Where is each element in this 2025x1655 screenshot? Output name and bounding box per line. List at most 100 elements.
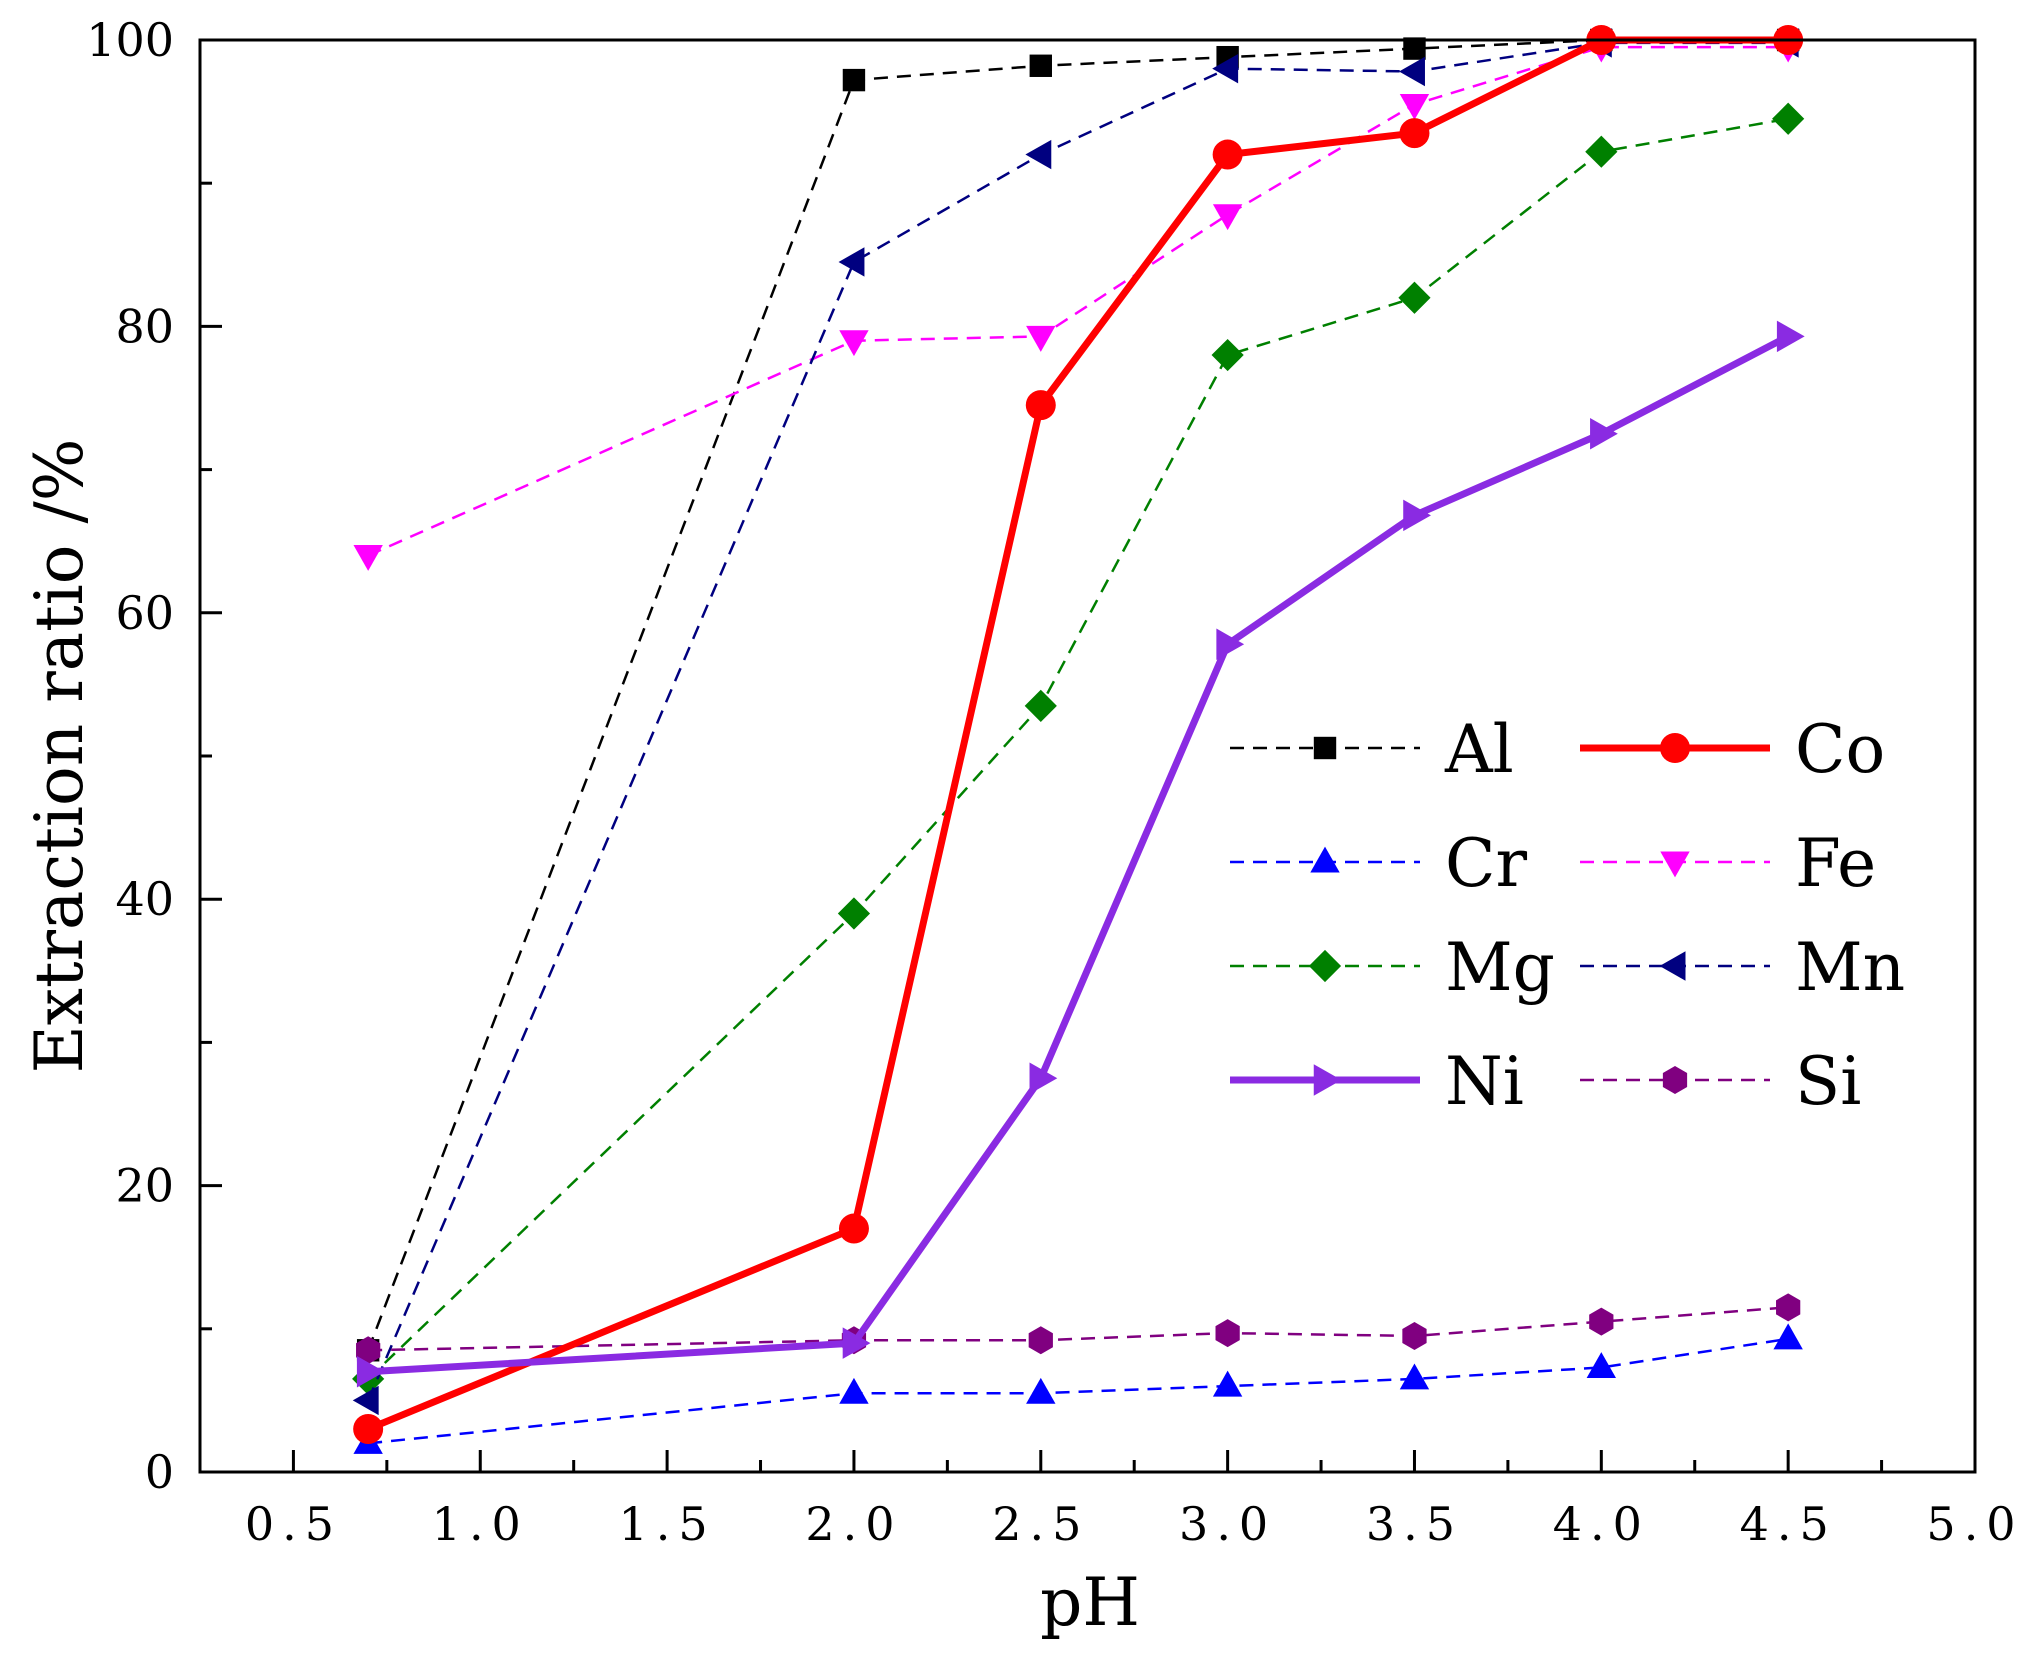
data-point-mn	[838, 247, 865, 277]
data-point-ni	[1776, 320, 1805, 353]
data-point-mg	[1211, 338, 1244, 372]
series-ni	[356, 320, 1805, 1388]
legend-item-cr: Cr	[1230, 825, 1527, 902]
x-tick-label: 2.5	[992, 1497, 1089, 1551]
legend-label-si: Si	[1795, 1043, 1861, 1120]
data-point-cr	[1399, 1363, 1430, 1390]
x-tick-label: 3.5	[1366, 1497, 1463, 1551]
data-point-co	[353, 1414, 384, 1445]
y-tick-label: 20	[115, 1159, 174, 1213]
series-mn	[352, 28, 1799, 1416]
series-si	[356, 1293, 1801, 1365]
series-layer	[352, 25, 1805, 1454]
series-line-cr	[368, 1337, 1789, 1445]
series-line-mn	[367, 41, 1789, 1401]
data-point-mg	[1585, 135, 1618, 168]
legend-marker-cr	[1310, 846, 1340, 873]
y-tick-label: 40	[115, 872, 174, 926]
data-point-co	[838, 1213, 869, 1244]
series-line-co	[366, 36, 1789, 1433]
x-tick-label: 1.0	[432, 1497, 529, 1551]
legend-marker-al	[1313, 736, 1337, 760]
legend-item-al: Al	[1230, 711, 1514, 788]
legend-item-mg: Mg	[1230, 929, 1555, 1006]
axes-layer	[198, 38, 1977, 1474]
x-tick-label: 0.5	[245, 1497, 342, 1551]
data-point-mn	[1025, 139, 1052, 170]
series-al	[356, 28, 1800, 1362]
x-tick-label: 3.0	[1179, 1497, 1276, 1551]
legend-marker-ni	[1313, 1064, 1342, 1096]
data-point-ni	[1029, 1062, 1058, 1094]
data-point-cr	[839, 1377, 869, 1404]
legend-label-ni: Ni	[1445, 1043, 1524, 1120]
data-point-mg	[1772, 102, 1805, 135]
data-point-si	[1402, 1321, 1427, 1350]
plot-frame	[198, 38, 1977, 1474]
y-tick-label: 0	[145, 1445, 174, 1499]
data-point-cr	[1212, 1370, 1243, 1397]
data-point-fe	[1399, 93, 1430, 120]
data-point-si	[1776, 1293, 1801, 1322]
data-point-ni	[842, 1327, 871, 1359]
x-tick-label: 1.5	[619, 1497, 716, 1551]
x-tick-label: 2.0	[805, 1497, 902, 1551]
series-co	[353, 25, 1804, 1445]
data-point-fe	[839, 330, 869, 357]
data-point-si	[1028, 1326, 1053, 1355]
legend-label-al: Al	[1444, 711, 1514, 788]
legend-marker-si	[1662, 1066, 1688, 1094]
legend-item-mn: Mn	[1580, 929, 1905, 1006]
data-point-al	[1029, 54, 1052, 77]
legend-marker-co	[1660, 733, 1690, 763]
legend-item-fe: Fe	[1580, 825, 1876, 902]
legend-label-fe: Fe	[1795, 825, 1876, 902]
legend-item-ni: Ni	[1230, 1043, 1524, 1120]
x-tick-label: 4.0	[1553, 1497, 1650, 1551]
data-point-mn	[352, 1385, 379, 1416]
data-point-al	[842, 68, 866, 92]
data-point-fe	[353, 545, 383, 571]
legend-label-co: Co	[1795, 711, 1885, 788]
data-point-mn	[1399, 56, 1425, 87]
y-tick-label: 100	[86, 13, 174, 67]
data-point-ni	[1590, 418, 1618, 450]
legend-marker-fe	[1660, 851, 1690, 878]
legend-marker-mg	[1308, 949, 1342, 983]
x-tick-label: 4.5	[1740, 1497, 1837, 1551]
x-tick-label: 5.0	[1926, 1497, 2023, 1551]
series-fe	[353, 36, 1803, 571]
data-point-co	[1025, 390, 1056, 421]
legend-marker-mn	[1659, 951, 1686, 981]
data-point-al	[1403, 37, 1426, 60]
data-point-co	[1399, 118, 1430, 149]
legend: Al Co Cr Fe Mg Mn Ni Si	[1230, 711, 1905, 1120]
series-line-mg	[367, 117, 1789, 1380]
y-axis-title: Extraction ratio /%	[21, 439, 98, 1074]
legend-label-cr: Cr	[1445, 825, 1527, 902]
data-point-cr	[1773, 1323, 1803, 1350]
data-point-cr	[1586, 1352, 1617, 1378]
data-point-ni	[356, 1356, 385, 1388]
x-axis-title: pH	[1040, 1564, 1140, 1641]
series-mg	[352, 102, 1805, 1396]
data-point-ni	[1216, 628, 1245, 661]
data-point-si	[1589, 1307, 1614, 1336]
series-line-al	[366, 38, 1789, 1351]
data-point-mn	[1212, 53, 1239, 84]
series-line-ni	[367, 333, 1790, 1376]
legend-label-mg: Mg	[1445, 929, 1555, 1006]
data-point-co	[1212, 139, 1243, 170]
series-cr	[353, 1323, 1803, 1454]
data-point-si	[1215, 1319, 1240, 1348]
data-point-ni	[1403, 499, 1431, 532]
data-point-mg	[1398, 281, 1431, 314]
data-point-cr	[1026, 1377, 1056, 1404]
data-point-fe	[1212, 204, 1243, 231]
y-tick-label: 60	[115, 586, 174, 640]
data-point-mg	[837, 897, 871, 930]
data-point-si	[356, 1336, 381, 1365]
series-line-fe	[367, 45, 1789, 557]
